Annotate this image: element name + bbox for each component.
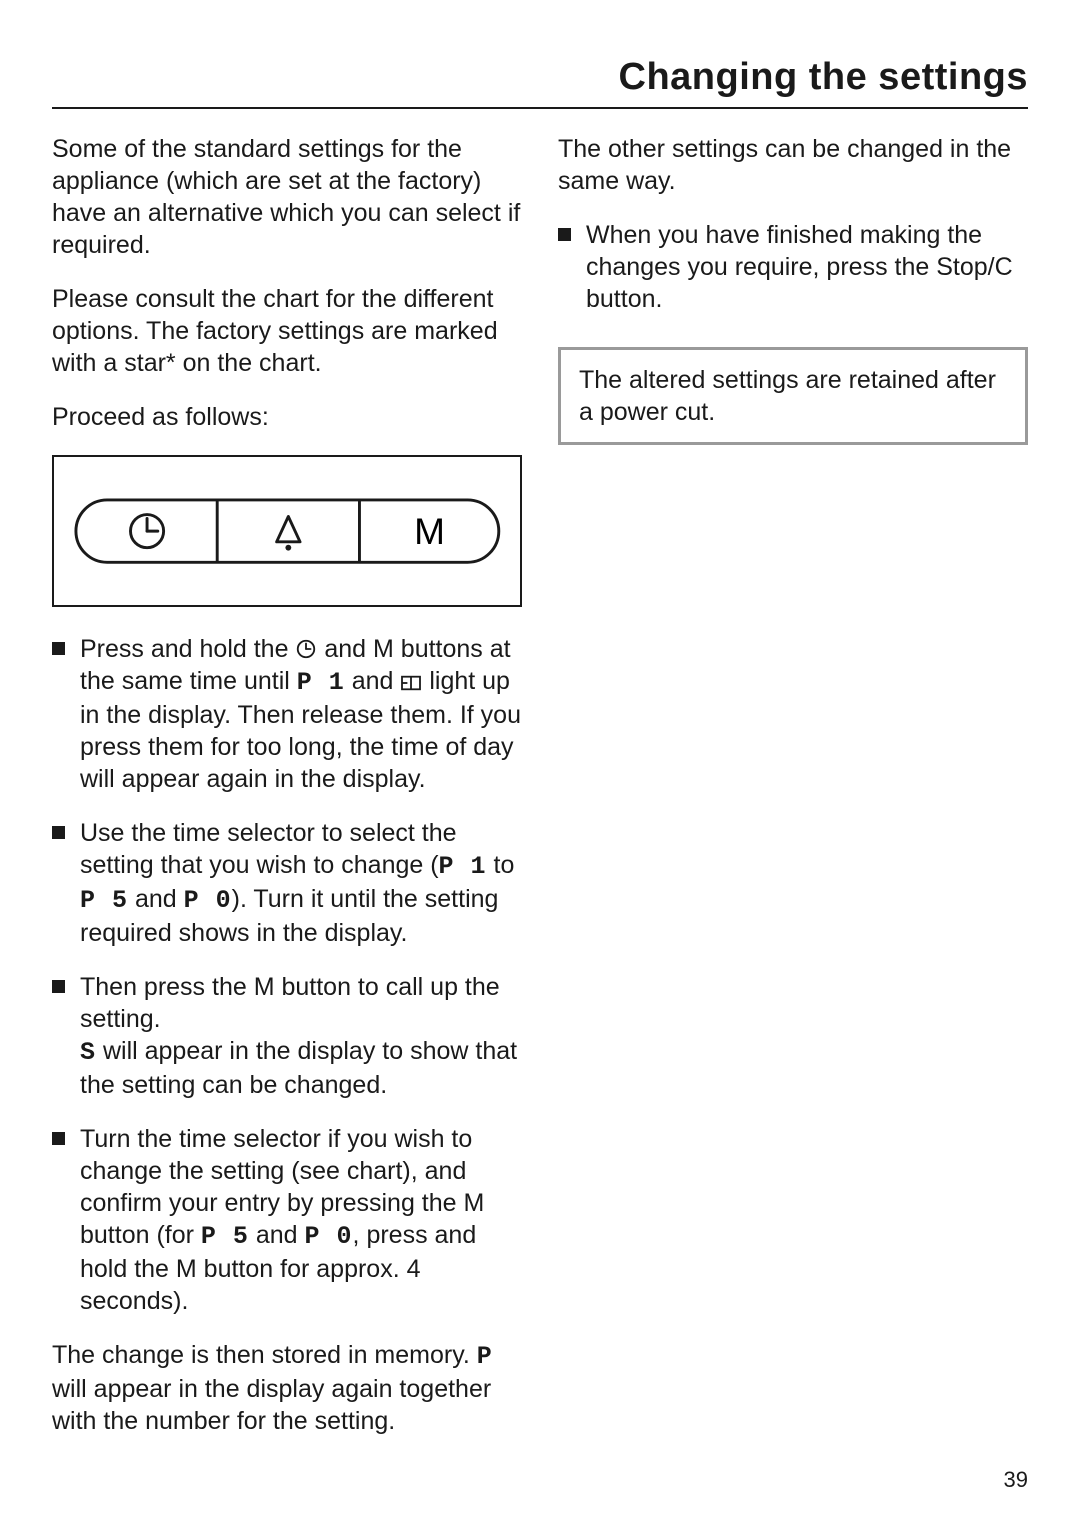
intro-paragraph-2: Please consult the chart for the differe… — [52, 283, 522, 379]
intro-paragraph-1: Some of the standard settings for the ap… — [52, 133, 522, 261]
step-3-text-a: Then press the M button to call up the s… — [80, 973, 500, 1033]
steps-list: Press and hold the and M buttons at the … — [52, 633, 522, 1317]
left-column: Some of the standard settings for the ap… — [52, 133, 522, 1459]
page: Changing the settings Some of the standa… — [0, 0, 1080, 1529]
intro-paragraph-3: Proceed as follows: — [52, 401, 522, 433]
right-steps-list: When you have finished making the change… — [558, 219, 1028, 315]
note-box: The altered settings are retained after … — [558, 347, 1028, 445]
step-4-code-p0: P 0 — [305, 1222, 353, 1251]
step-2-text-a: Use the time selector to select the sett… — [80, 819, 457, 879]
step-2-code-p5: P 5 — [80, 886, 128, 915]
control-panel-diagram: M — [52, 455, 522, 607]
bell-icon — [276, 516, 299, 550]
page-title: Changing the settings — [52, 56, 1028, 99]
step-2-code-p1: P 1 — [439, 852, 487, 881]
clock-icon — [295, 635, 317, 663]
outro-paragraph: The change is then stored in memory. P w… — [52, 1339, 522, 1437]
right-column: The other settings can be changed in the… — [558, 133, 1028, 1459]
page-number: 39 — [1004, 1467, 1028, 1493]
outro-text-b: will appear in the display again togethe… — [52, 1375, 491, 1435]
clock-icon — [130, 514, 163, 547]
step-1: Press and hold the and M buttons at the … — [52, 633, 522, 795]
title-rule — [52, 107, 1028, 109]
step-1-text-c: and — [345, 667, 401, 695]
step-4-code-p5: P 5 — [201, 1222, 249, 1251]
step-2-text-c: and — [128, 885, 184, 913]
step-4: Turn the time selector if you wish to ch… — [52, 1123, 522, 1317]
outro-code-p: P — [477, 1342, 493, 1371]
right-step-1: When you have finished making the change… — [558, 219, 1028, 315]
door-icon — [400, 667, 422, 695]
step-2-code-p0: P 0 — [184, 886, 232, 915]
panel-svg: M — [73, 497, 502, 565]
step-3-text-b: will appear in the display to show that … — [80, 1037, 517, 1099]
step-4-text-b: and — [249, 1221, 305, 1249]
note-text: The altered settings are retained after … — [579, 364, 1007, 428]
step-1-code-p1: P 1 — [297, 668, 345, 697]
step-2-text-b: to — [487, 851, 515, 879]
step-2: Use the time selector to select the sett… — [52, 817, 522, 949]
step-3-code-s: S — [80, 1038, 96, 1067]
right-intro: The other settings can be changed in the… — [558, 133, 1028, 197]
content-columns: Some of the standard settings for the ap… — [52, 133, 1028, 1459]
outro-text-a: The change is then stored in memory. — [52, 1341, 477, 1369]
step-3: Then press the M button to call up the s… — [52, 971, 522, 1101]
step-1-text-a: Press and hold the — [80, 635, 295, 663]
memory-m-icon: M — [414, 510, 445, 552]
